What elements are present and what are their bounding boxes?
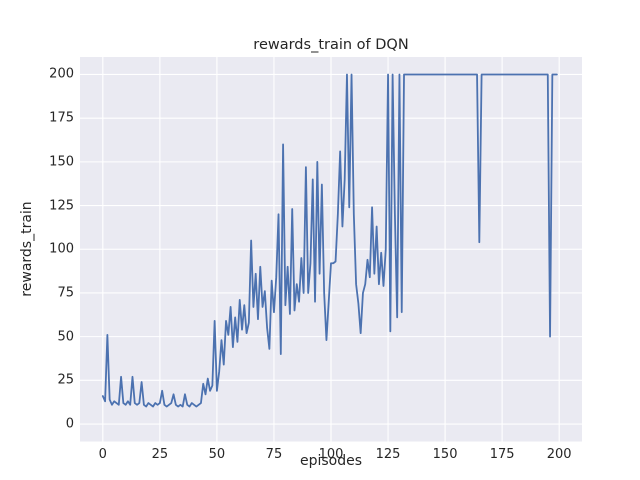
y-tick-label: 100 <box>49 241 74 257</box>
x-tick-label: 100 <box>318 447 344 462</box>
y-tick-label: 75 <box>57 285 74 301</box>
y-tick-label: 150 <box>49 154 74 170</box>
x-tick-label: 75 <box>265 447 283 462</box>
y-tick-label: 175 <box>49 110 74 126</box>
y-tick-label: 0 <box>65 416 74 432</box>
rewards-train-line <box>101 73 558 408</box>
x-tick-label: 125 <box>375 447 401 462</box>
y-tick-label: 50 <box>57 329 74 345</box>
x-tick-label: 0 <box>98 447 107 462</box>
x-tick-label: 175 <box>489 447 515 462</box>
x-tick-label: 50 <box>208 447 226 462</box>
x-tick-label: 150 <box>432 447 458 462</box>
y-tick-label: 200 <box>49 66 74 82</box>
x-tick-label: 25 <box>151 447 169 462</box>
x-tick-label: 200 <box>546 447 572 462</box>
y-axis-label: rewards_train <box>19 201 35 297</box>
x-axis-label: episodes <box>299 453 363 469</box>
y-tick-label: 125 <box>49 198 74 214</box>
chart-title: rewards_train of DQN <box>253 37 409 53</box>
y-tick-label: 25 <box>57 372 74 388</box>
